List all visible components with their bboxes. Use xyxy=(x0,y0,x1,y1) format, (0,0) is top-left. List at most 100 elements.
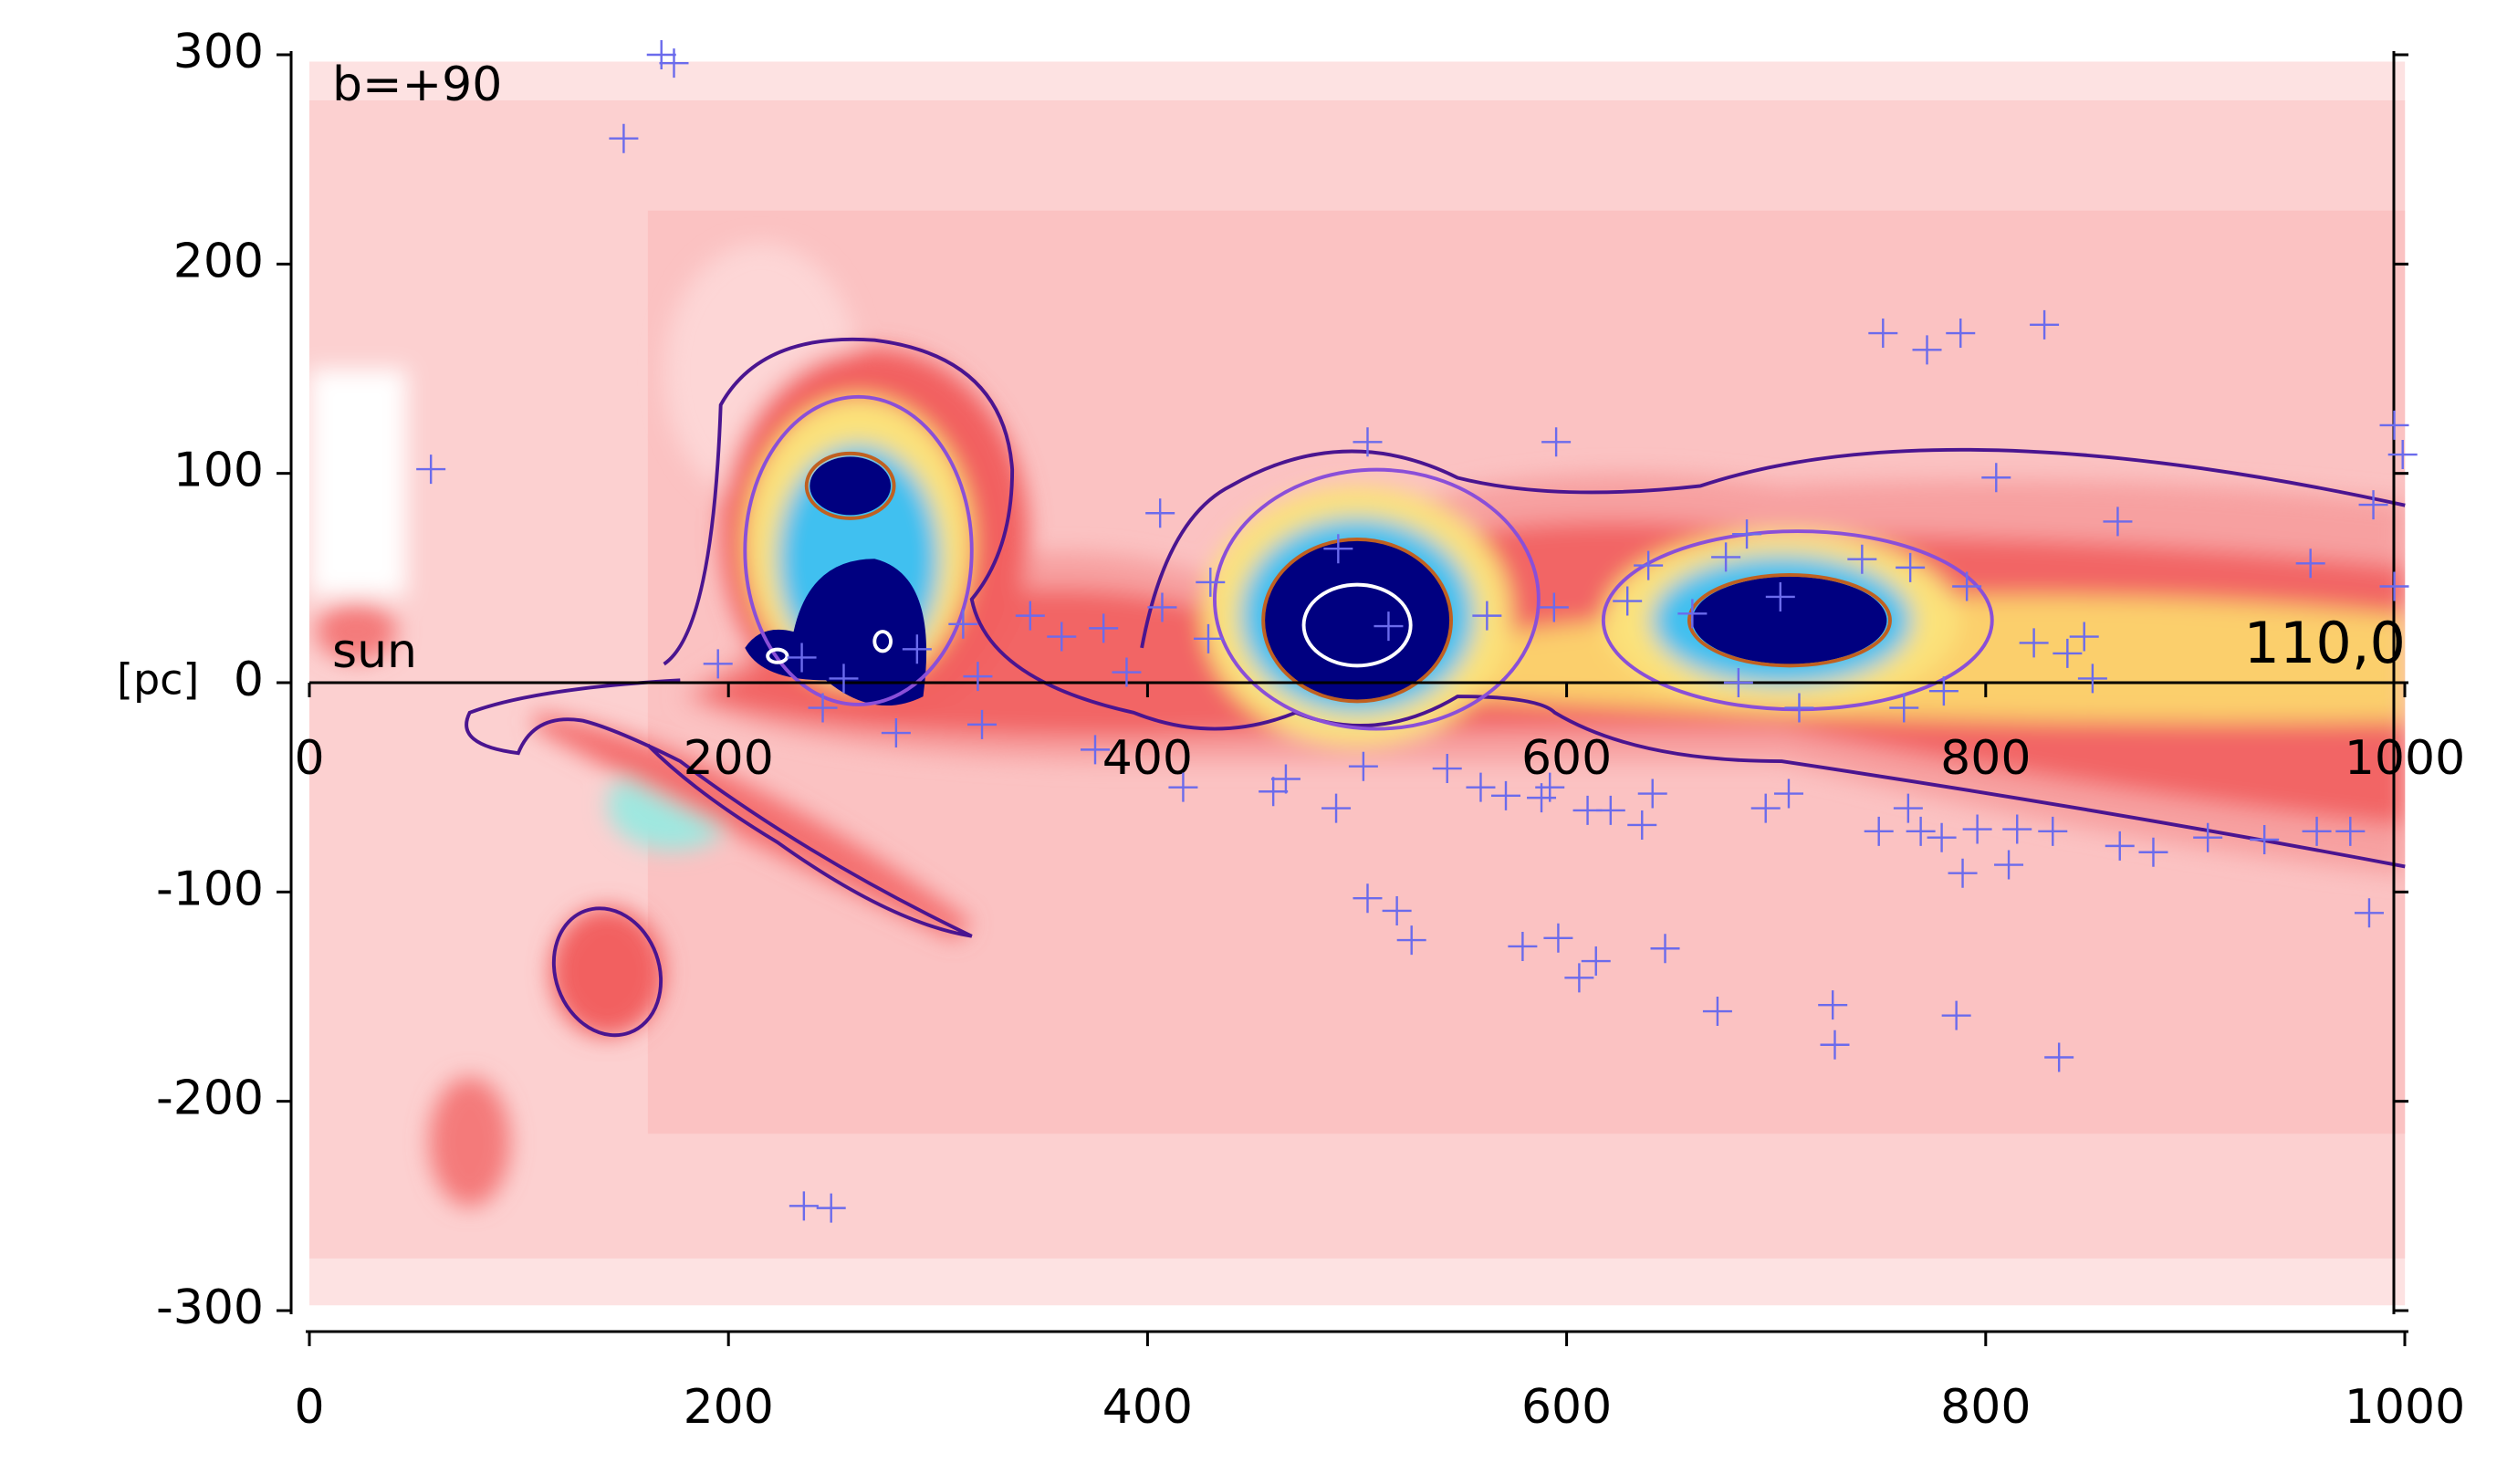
x-tick-label: 800 xyxy=(1940,1380,2031,1435)
data-point xyxy=(1466,772,1496,802)
y-tick-label: 300 xyxy=(173,25,264,79)
data-point xyxy=(1637,779,1667,809)
data-point xyxy=(2103,507,2133,537)
data-point xyxy=(787,643,817,673)
data-point xyxy=(1323,534,1353,564)
data-point xyxy=(1353,427,1383,457)
data-point xyxy=(1711,542,1741,572)
data-point xyxy=(1927,822,1957,852)
data-point xyxy=(1864,816,1894,846)
data-point xyxy=(1595,795,1625,825)
data-point xyxy=(963,662,993,692)
data-point xyxy=(1508,931,1538,961)
data-point xyxy=(2138,837,2168,867)
data-point xyxy=(1820,1029,1850,1060)
data-point xyxy=(609,123,639,153)
data-point xyxy=(2335,816,2366,846)
data-point xyxy=(1581,946,1611,977)
data-point xyxy=(1564,963,1594,993)
data-point xyxy=(2019,628,2049,658)
data-point xyxy=(2358,490,2388,520)
data-point xyxy=(1541,427,1572,457)
data-point xyxy=(1723,668,1753,697)
data-point xyxy=(1539,592,1569,622)
data-point xyxy=(703,649,733,679)
y-tick-label: 200 xyxy=(173,234,264,288)
y-tick-label: 0 xyxy=(234,653,264,707)
data-point xyxy=(1868,319,1898,349)
density-field xyxy=(308,61,2406,1306)
data-point xyxy=(2379,410,2409,440)
corner-label: 110,0 xyxy=(2244,610,2407,676)
data-point xyxy=(2302,816,2332,846)
data-point xyxy=(816,1193,846,1223)
data-point xyxy=(416,455,446,485)
zero-axis-tick-label: 600 xyxy=(1521,731,1612,786)
data-point xyxy=(1145,498,1175,528)
data-point xyxy=(1382,895,1412,925)
data-point xyxy=(2379,571,2409,601)
data-point xyxy=(659,48,689,78)
data-point xyxy=(902,634,932,664)
data-point xyxy=(948,609,978,639)
data-point xyxy=(1941,1000,1971,1030)
data-point xyxy=(1634,550,1664,580)
data-point xyxy=(1702,997,1732,1027)
x-tick-label: 1000 xyxy=(2345,1380,2465,1435)
x-tick-label: 0 xyxy=(294,1380,324,1435)
data-point xyxy=(1321,793,1352,823)
data-point xyxy=(1750,793,1781,823)
data-point xyxy=(2044,1042,2074,1072)
data-point xyxy=(1259,777,1289,807)
data-point xyxy=(1946,319,1976,349)
data-point xyxy=(808,693,838,723)
data-point xyxy=(2295,549,2325,579)
data-point xyxy=(1491,780,1521,810)
data-point xyxy=(1472,601,1502,631)
unit-label: [pc] xyxy=(117,655,199,705)
data-point xyxy=(1147,592,1177,622)
data-point xyxy=(1847,544,1877,574)
y-tick-label: -100 xyxy=(156,862,264,916)
data-point xyxy=(2069,622,2099,652)
data-point xyxy=(1912,335,1942,365)
data-point xyxy=(2053,638,2083,668)
field-label: b=+90 xyxy=(332,57,502,112)
data-point xyxy=(1773,779,1803,809)
data-point xyxy=(1193,623,1223,653)
data-point xyxy=(1732,519,1762,549)
data-point xyxy=(1906,816,1936,846)
data-point xyxy=(1962,814,1992,844)
data-point xyxy=(2030,309,2060,340)
data-point xyxy=(1889,693,1919,723)
y-tick-label: -300 xyxy=(156,1280,264,1335)
data-point xyxy=(1374,611,1404,642)
data-point xyxy=(1168,772,1198,802)
data-point xyxy=(1196,567,1226,597)
contours xyxy=(465,337,2406,1038)
data-point xyxy=(1112,657,1142,687)
data-point xyxy=(2387,440,2418,470)
data-point xyxy=(1784,693,1814,723)
data-point xyxy=(1948,858,1978,888)
zero-axis-tick-label: 800 xyxy=(1940,731,2031,786)
data-point xyxy=(1893,793,1923,823)
data-point xyxy=(1952,571,1982,601)
data-point xyxy=(1396,925,1426,956)
data-point xyxy=(829,664,859,694)
data-point xyxy=(646,40,676,69)
zero-axis-tick-label: 400 xyxy=(1102,731,1193,786)
x-tick-label: 200 xyxy=(684,1380,774,1435)
data-point xyxy=(1896,552,1926,582)
data-point xyxy=(2038,816,2068,846)
data-point xyxy=(1081,735,1110,765)
data-point xyxy=(789,1191,819,1221)
data-point xyxy=(2354,898,2384,928)
data-point xyxy=(1535,772,1565,802)
data-point xyxy=(1627,810,1657,840)
data-point xyxy=(1089,613,1119,643)
y-tick-label: -200 xyxy=(156,1071,264,1126)
data-point xyxy=(967,709,998,739)
